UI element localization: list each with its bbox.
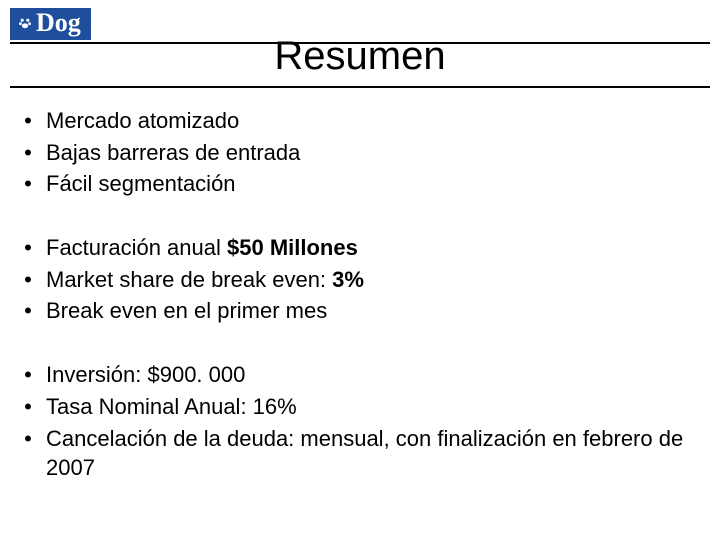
bullet-text-pre: Facturación anual [46, 235, 227, 260]
bullet-text-pre: Market share de break even: [46, 267, 332, 292]
bullet-group: •Facturación anual $50 Millones•Market s… [10, 233, 710, 326]
bullet-item: •Cancelación de la deuda: mensual, con f… [10, 424, 710, 483]
bullet-text: Fácil segmentación [46, 169, 710, 199]
bullet-text-pre: Fácil segmentación [46, 171, 236, 196]
bullet-group: •Mercado atomizado•Bajas barreras de ent… [10, 106, 710, 199]
bullet-text: Cancelación de la deuda: mensual, con fi… [46, 424, 710, 483]
bullet-marker: • [10, 360, 46, 390]
bullet-item: •Break even en el primer mes [10, 296, 710, 326]
bullet-marker: • [10, 392, 46, 422]
slide-title: Resumen [0, 34, 720, 81]
bullet-text: Market share de break even: 3% [46, 265, 710, 295]
paw-icon [18, 16, 32, 30]
bullet-marker: • [10, 233, 46, 263]
bullet-text: Tasa Nominal Anual: 16% [46, 392, 710, 422]
bullet-text-pre: Mercado atomizado [46, 108, 239, 133]
title-wrap: Resumen [0, 34, 720, 81]
bullet-item: •Market share de break even: 3% [10, 265, 710, 295]
bullet-item: •Tasa Nominal Anual: 16% [10, 392, 710, 422]
bullet-text-bold: 3% [332, 267, 364, 292]
bullet-item: •Facturación anual $50 Millones [10, 233, 710, 263]
bullet-text-pre: Cancelación de la deuda: mensual, con fi… [46, 426, 683, 481]
bullet-marker: • [10, 424, 46, 454]
bullet-text-pre: Bajas barreras de entrada [46, 140, 300, 165]
bullet-marker: • [10, 265, 46, 295]
bullet-text-pre: Tasa Nominal Anual: 16% [46, 394, 297, 419]
bullet-text: Bajas barreras de entrada [46, 138, 710, 168]
title-rule-bottom [10, 86, 710, 88]
bullet-marker: • [10, 138, 46, 168]
bullet-marker: • [10, 106, 46, 136]
logo-text: Dog [36, 10, 81, 36]
bullet-text: Facturación anual $50 Millones [46, 233, 710, 263]
bullet-text-bold: $50 Millones [227, 235, 358, 260]
bullet-item: •Mercado atomizado [10, 106, 710, 136]
bullet-item: •Inversión: $900. 000 [10, 360, 710, 390]
slide-body: •Mercado atomizado•Bajas barreras de ent… [10, 106, 710, 517]
bullet-text-pre: Inversión: $900. 000 [46, 362, 245, 387]
bullet-text: Mercado atomizado [46, 106, 710, 136]
bullet-text: Inversión: $900. 000 [46, 360, 710, 390]
bullet-text-pre: Break even en el primer mes [46, 298, 327, 323]
bullet-marker: • [10, 296, 46, 326]
bullet-item: •Bajas barreras de entrada [10, 138, 710, 168]
bullet-marker: • [10, 169, 46, 199]
bullet-text: Break even en el primer mes [46, 296, 710, 326]
bullet-item: •Fácil segmentación [10, 169, 710, 199]
bullet-group: •Inversión: $900. 000•Tasa Nominal Anual… [10, 360, 710, 483]
